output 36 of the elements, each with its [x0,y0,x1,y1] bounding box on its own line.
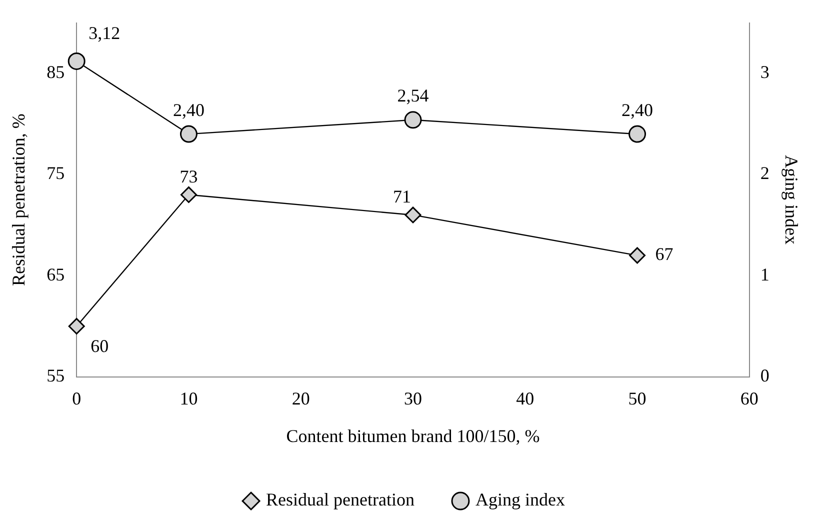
x-tick-label: 60 [740,388,758,408]
y2-axis-title: Aging index [781,155,802,245]
y-tick-label: 55 [46,366,65,386]
x-tick-label: 40 [516,388,534,408]
y-tick-label: 85 [46,62,65,82]
data-label: 2,40 [622,100,654,120]
x-axis-title: Content bitumen brand 100/150, % [286,426,540,446]
legend-label: Residual penetration [266,490,414,510]
y-tick-label: 65 [46,264,65,284]
y-axis-title: Residual penetration, % [8,114,29,286]
data-label: 60 [90,336,109,356]
y2-tick-label: 0 [760,366,770,386]
x-tick-label: 50 [628,388,646,408]
y2-tick-label: 1 [760,264,770,284]
y2-tick-label: 2 [760,163,770,184]
y-tick-label: 75 [46,163,65,184]
data-label: 2,40 [172,100,204,120]
x-tick-label: 30 [404,388,422,408]
data-label: 71 [393,186,411,207]
x-tick-label: 10 [180,388,198,408]
data-label: 73 [180,166,198,186]
x-tick-label: 20 [292,388,310,408]
legend-label: Aging index [475,490,565,510]
point [68,52,86,70]
point [180,186,197,203]
data-label: 2,54 [397,86,429,106]
point [68,318,85,334]
point [404,206,422,224]
x-tick-label: 0 [72,388,82,408]
point [180,125,198,143]
y2-tick-label: 3 [760,62,770,82]
point [628,125,646,143]
data-label: 3,12 [88,22,120,43]
data-label: 67 [655,244,674,264]
point [404,111,422,129]
point [629,247,646,264]
